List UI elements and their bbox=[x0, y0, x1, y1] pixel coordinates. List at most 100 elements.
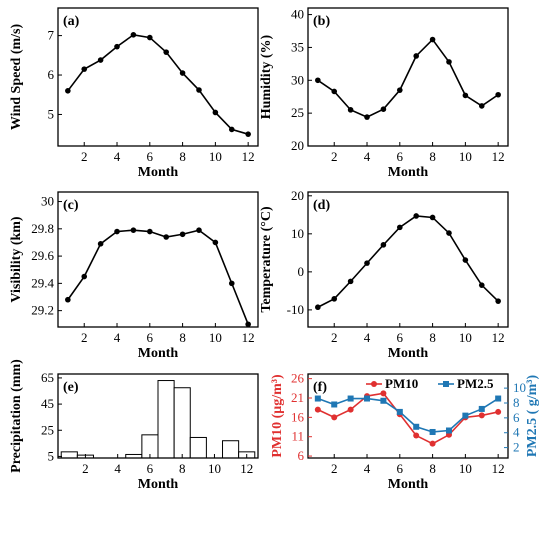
data-point bbox=[331, 414, 338, 421]
bar-month-9 bbox=[189, 436, 207, 459]
x-tick-label: 4 bbox=[114, 330, 121, 345]
data-point bbox=[446, 230, 452, 236]
data-point bbox=[347, 406, 354, 413]
x-tick-label: 4 bbox=[364, 149, 371, 164]
data-point bbox=[364, 395, 371, 402]
data-point bbox=[147, 34, 153, 41]
bar-month-1 bbox=[60, 451, 78, 459]
data-point bbox=[495, 395, 502, 402]
x-tick-label: 2 bbox=[82, 461, 89, 476]
series-line bbox=[67, 229, 249, 325]
y-tick-label: 16 bbox=[291, 409, 305, 424]
data-point bbox=[331, 296, 338, 302]
x-tick-label: 6 bbox=[147, 330, 154, 345]
panel-letter: (d) bbox=[313, 198, 330, 213]
y2-tick-label: 2 bbox=[513, 440, 520, 455]
data-point bbox=[65, 296, 71, 303]
data-point bbox=[380, 106, 387, 112]
y-tick-label: 0 bbox=[298, 264, 305, 279]
data-point bbox=[130, 227, 137, 233]
data-point bbox=[347, 278, 354, 285]
data-point bbox=[314, 406, 321, 413]
data-point bbox=[228, 126, 235, 133]
x-tick-label: 10 bbox=[209, 149, 222, 164]
x-tick-label: 6 bbox=[147, 149, 154, 164]
x-tick-label: 8 bbox=[179, 461, 186, 476]
series-line bbox=[67, 33, 249, 135]
data-point bbox=[196, 227, 202, 233]
data-point bbox=[478, 405, 485, 412]
x-tick-label: 4 bbox=[364, 330, 371, 345]
y-tick-label: 20 bbox=[291, 188, 304, 203]
legend-marker bbox=[443, 381, 449, 387]
data-point bbox=[397, 87, 403, 93]
data-point bbox=[65, 88, 71, 94]
panel-c: 2 4 6 8 10 12 29.2 29.4 29.6 29.8 30 Month Visibilit… bbox=[9, 191, 259, 361]
panel-letter: (f) bbox=[313, 380, 327, 395]
data-point bbox=[331, 88, 338, 95]
data-point bbox=[196, 87, 202, 93]
y-axis-label: Temperature (°C) bbox=[259, 206, 274, 313]
y-tick-label: 65 bbox=[41, 370, 54, 385]
y-tick-label: 29.8 bbox=[31, 221, 54, 236]
x-tick-label: 10 bbox=[459, 149, 472, 164]
plot-frame bbox=[307, 7, 509, 147]
x-tick-label: 6 bbox=[397, 149, 404, 164]
panel-b: 2 4 6 8 10 12 20 25 30 35 40 Month Humidity (%) (b) bbox=[259, 7, 509, 180]
y-tick-label: 10 bbox=[291, 226, 304, 241]
x-tick-label: 8 bbox=[429, 330, 436, 345]
y-axis-label: Precipitation (mm) bbox=[9, 359, 24, 473]
data-point bbox=[331, 401, 338, 408]
data-point bbox=[163, 49, 169, 55]
x-tick-label: 8 bbox=[429, 461, 436, 476]
y-axis-label: Visibility (km) bbox=[9, 216, 24, 303]
data-point bbox=[429, 428, 436, 435]
data-point bbox=[413, 213, 419, 219]
data-point bbox=[245, 321, 251, 328]
data-point bbox=[397, 224, 403, 231]
x-tick-label: 8 bbox=[179, 330, 186, 345]
bar-month-7 bbox=[157, 380, 175, 459]
data-point bbox=[413, 53, 419, 59]
y-tick-label: 30 bbox=[41, 194, 54, 209]
data-point bbox=[429, 440, 436, 447]
data-point bbox=[315, 304, 321, 311]
data-point bbox=[429, 214, 436, 221]
data-point bbox=[429, 36, 436, 43]
y-tick-label: 6 bbox=[298, 448, 305, 463]
series-main bbox=[315, 213, 501, 311]
data-point bbox=[495, 298, 501, 304]
data-point bbox=[413, 423, 420, 430]
series-line bbox=[317, 38, 499, 118]
data-point bbox=[114, 43, 120, 50]
panel-letter: (a) bbox=[63, 14, 80, 29]
data-point bbox=[380, 242, 387, 248]
x-axis-label: Month bbox=[388, 477, 429, 492]
y2-tick-label: 6 bbox=[513, 410, 520, 425]
y-tick-label: 11 bbox=[291, 429, 304, 444]
data-point bbox=[81, 66, 88, 72]
series-line bbox=[317, 215, 499, 308]
data-point bbox=[495, 91, 501, 98]
series-line bbox=[317, 397, 499, 433]
y-tick-label: 45 bbox=[41, 396, 54, 411]
data-point bbox=[364, 260, 370, 266]
x-tick-label: 10 bbox=[209, 330, 222, 345]
data-point bbox=[179, 70, 186, 76]
x-tick-label: 12 bbox=[242, 330, 255, 345]
x-tick-label: 2 bbox=[81, 330, 88, 345]
plot-frame bbox=[307, 191, 509, 328]
x-tick-label: 12 bbox=[240, 461, 253, 476]
y-tick-label: 26 bbox=[291, 371, 305, 386]
y-tick-label: 6 bbox=[48, 67, 55, 82]
data-point bbox=[478, 282, 485, 288]
x-axis-label: Month bbox=[388, 346, 429, 361]
x-tick-label: 4 bbox=[364, 461, 371, 476]
x-axis-label: Month bbox=[138, 346, 179, 361]
data-point bbox=[445, 427, 452, 434]
plot-frame bbox=[307, 373, 509, 459]
plot-frame bbox=[57, 373, 259, 459]
y-axis-label: PM10 (μg/m³) bbox=[270, 374, 285, 458]
plot-frame bbox=[57, 7, 259, 147]
